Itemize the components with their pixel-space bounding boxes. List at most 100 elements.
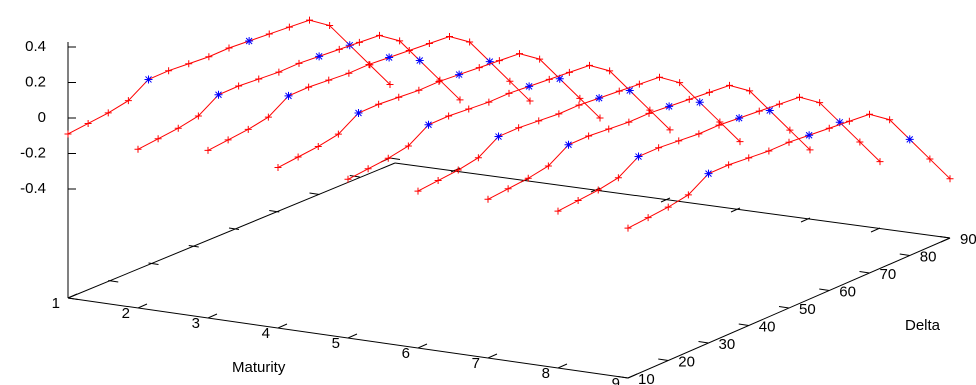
point [134,145,142,153]
point [554,207,562,215]
curve [277,53,601,168]
floor-back-edge [394,162,951,239]
point [465,105,473,113]
curve [557,96,881,212]
y-tick [269,210,280,213]
x-tick-label: 4 [262,325,270,342]
point [326,22,334,30]
point [405,47,413,54]
star-point [805,131,814,140]
point [926,155,934,163]
point [495,57,503,65]
point [344,175,352,183]
point [445,112,453,120]
star-point [704,169,713,178]
y-tick-label: 50 [799,301,816,318]
z-tick-label: -0.4 [20,180,46,197]
star-point [415,56,424,65]
point [355,38,363,46]
floor-left-edge [67,162,396,299]
point [314,142,322,150]
star-point [905,135,914,144]
x-tick-label: 7 [472,355,480,372]
point [644,214,652,222]
point [515,124,523,132]
point [265,30,273,38]
point [154,135,162,143]
point [174,124,182,132]
x-tick [207,313,218,319]
point [425,40,433,48]
point [845,117,853,125]
point [124,97,132,105]
point [456,96,464,104]
point [866,110,873,118]
point [576,94,584,102]
y-tick [617,376,629,379]
point [825,124,833,132]
point [785,138,793,146]
point [185,60,193,68]
y-tick [698,341,709,344]
point [84,119,92,127]
y-tick-label: 20 [678,353,695,370]
point [575,101,583,109]
point [685,95,693,103]
z-tick-label: -0.2 [20,144,46,161]
point [364,165,372,173]
point [255,75,263,83]
y-tick-label: 60 [839,283,856,300]
star-point [144,75,153,84]
point [806,146,814,154]
y-tick-label: 40 [759,318,776,335]
point [434,177,442,185]
star-point [564,140,573,149]
x-tick [347,333,358,339]
point [705,88,713,96]
point [544,162,552,170]
point [635,80,643,88]
point [384,154,392,162]
point [765,147,773,155]
x-axis-label: Maturity [232,359,286,376]
point [816,99,824,107]
y-tick [859,271,870,274]
point [446,33,453,41]
curve [207,36,531,151]
point [786,126,794,134]
point [536,55,544,63]
point [574,197,582,205]
star-point [485,57,494,66]
point [555,110,563,118]
point [334,130,342,138]
star-point [735,114,744,123]
point [104,109,112,117]
x-tick-label: 5 [332,335,340,352]
star-point [625,86,634,95]
star-point [284,91,293,100]
point [396,37,404,45]
point [726,81,733,89]
z-tick-label: 0 [38,109,46,126]
point [474,154,482,162]
point [565,68,573,76]
point [606,67,614,75]
star-point [214,90,223,99]
point [475,64,483,72]
x-tick [137,303,148,309]
point [294,153,302,161]
point [666,126,674,134]
point [244,125,252,133]
point [194,112,202,120]
x-tick [940,237,951,243]
point [586,61,593,69]
point [605,125,613,133]
x-tick [487,353,498,359]
star-point [665,102,674,111]
point [205,53,213,61]
point [505,89,513,97]
x-tick [277,323,288,329]
y-axis-label: Delta [905,317,941,334]
x-tick-label: 6 [402,345,410,362]
point [435,78,443,86]
